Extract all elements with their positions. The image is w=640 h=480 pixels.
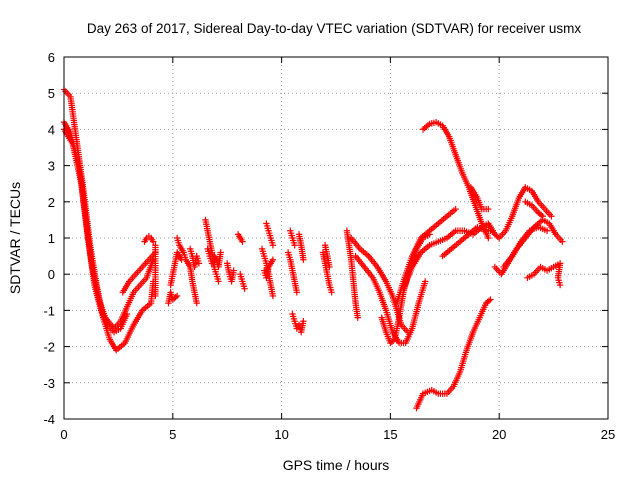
data-point — [548, 213, 555, 220]
data-point — [230, 267, 237, 274]
data-point — [326, 263, 333, 271]
series-arc-9 — [173, 234, 200, 307]
y-tick-label: 0 — [48, 267, 55, 282]
x-tick-label: 25 — [601, 427, 615, 442]
series-arc-13 — [224, 260, 237, 285]
series-arc-17 — [263, 220, 277, 249]
series-arc-1 — [60, 86, 157, 354]
data-point — [543, 227, 551, 234]
data-point — [269, 256, 277, 263]
data-point — [422, 278, 429, 285]
series-arc-36 — [478, 184, 555, 242]
data-point — [291, 242, 298, 249]
data-point — [241, 285, 248, 292]
series-arc-22 — [295, 231, 307, 263]
grid-lines — [64, 57, 608, 419]
series-arc-24 — [319, 249, 335, 296]
series-arc-7 — [167, 249, 185, 289]
chart-title: Day 263 of 2017, Sidereal Day-to-day VTE… — [87, 21, 581, 36]
data-point — [300, 318, 307, 325]
x-tick-label: 10 — [274, 427, 288, 442]
data-point — [152, 292, 159, 300]
series-arc-27 — [348, 234, 412, 336]
series-arc-3 — [60, 126, 131, 336]
data-points — [60, 86, 566, 412]
data-point — [494, 233, 501, 240]
data-point — [354, 314, 361, 321]
y-tick-label: 5 — [48, 86, 55, 101]
y-tick-label: -2 — [43, 340, 55, 355]
series-arc-5 — [141, 232, 157, 245]
series-arc-11 — [202, 216, 222, 285]
series-arc-28 — [352, 252, 429, 347]
data-point — [538, 211, 545, 219]
series-arc-8 — [165, 289, 181, 307]
series-arc-2 — [60, 118, 157, 332]
y-tick-label: 3 — [48, 159, 55, 174]
series-arc-10 — [187, 245, 203, 271]
plot-frame — [63, 56, 609, 420]
data-point — [269, 242, 277, 249]
data-point — [239, 238, 246, 245]
series-arc-40 — [522, 198, 546, 220]
series-arc-14 — [234, 231, 246, 245]
series-arc-33 — [419, 118, 492, 242]
series-arc-4 — [119, 249, 159, 296]
data-point — [485, 234, 492, 242]
data-point — [300, 256, 307, 263]
series-arc-34 — [467, 184, 492, 213]
data-point — [150, 238, 157, 245]
data-point — [328, 289, 335, 296]
y-tick-label: 4 — [48, 122, 55, 137]
series-arc-38 — [500, 223, 551, 271]
x-tick-label: 0 — [60, 427, 67, 442]
data-point — [556, 281, 564, 289]
y-tick-label: 6 — [48, 50, 55, 65]
data-point — [172, 293, 179, 301]
series-arc-20 — [287, 227, 298, 249]
data-point — [293, 325, 301, 332]
series-arc-25 — [321, 242, 333, 271]
data-point — [195, 260, 203, 267]
data-point — [487, 296, 494, 303]
series-arc-26 — [343, 227, 361, 321]
data-point — [123, 310, 131, 318]
data-point — [452, 205, 459, 213]
x-tick-label: 20 — [492, 427, 506, 442]
series-arc-6 — [152, 242, 159, 300]
series-arc-19 — [284, 249, 301, 296]
x-axis-label: GPS time / hours — [283, 457, 390, 473]
data-point — [269, 292, 277, 300]
x-tick-label: 15 — [383, 427, 397, 442]
series-arc-12 — [204, 245, 224, 271]
data-point — [485, 205, 492, 213]
data-point — [390, 337, 397, 344]
y-tick-label: -1 — [43, 303, 55, 318]
data-point — [539, 213, 546, 220]
data-point — [193, 299, 200, 307]
data-point — [293, 289, 301, 296]
tick-labels: 0 5 10 15 20 25 -4 -3 -2 -1 0 1 2 3 4 5 6 — [43, 50, 615, 442]
series-arc-16 — [258, 245, 277, 300]
x-tick-label: 5 — [169, 427, 176, 442]
series-arc-15 — [237, 271, 248, 292]
series-arc-39 — [524, 260, 564, 289]
series-arc-18 — [260, 256, 277, 282]
data-point — [173, 292, 181, 300]
y-tick-label: 1 — [48, 231, 55, 246]
data-point — [485, 297, 493, 304]
y-tick-label: -3 — [43, 376, 55, 391]
data-point — [559, 238, 566, 245]
data-point — [217, 249, 224, 256]
y-tick-label: 2 — [48, 195, 55, 210]
series-arc-21 — [289, 310, 301, 332]
data-point — [215, 278, 222, 285]
y-tick-label: -4 — [43, 412, 55, 427]
y-axis-label: SDTVAR / TECUs — [7, 182, 23, 294]
series-arc-30 — [393, 205, 459, 307]
series-arc-23 — [295, 318, 307, 336]
series-arc-35 — [413, 296, 494, 412]
